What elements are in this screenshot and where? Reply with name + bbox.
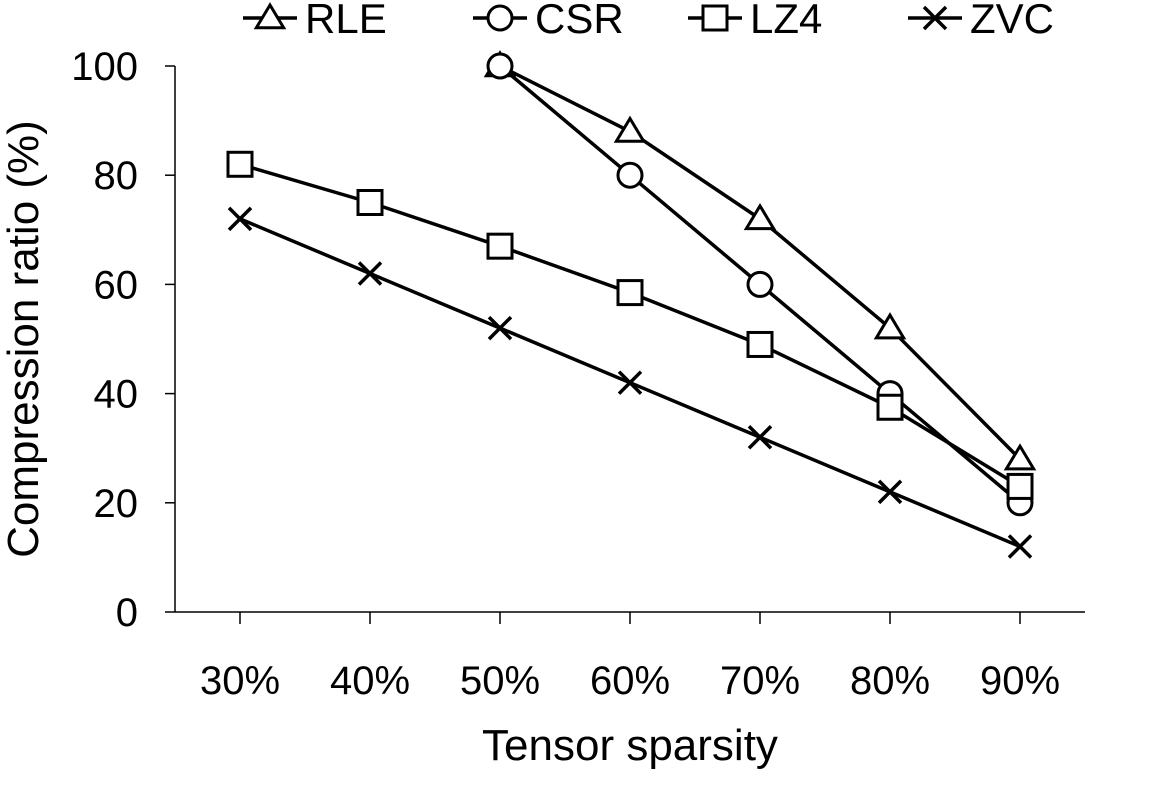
series-lz4 xyxy=(226,150,1034,500)
data-point-csr xyxy=(486,52,514,80)
data-point-zvc xyxy=(747,425,773,450)
data-point-lz4 xyxy=(616,279,644,307)
series-line-rle xyxy=(499,64,1022,461)
x-tick-label: 60% xyxy=(590,659,670,703)
x-axis-title: Tensor sparsity xyxy=(482,721,778,770)
x-tick-label: 90% xyxy=(980,659,1060,703)
data-point-zvc xyxy=(1007,534,1033,559)
data-point-rle xyxy=(873,312,907,340)
data-point-zvc xyxy=(617,370,643,395)
y-tick-label: 80 xyxy=(94,154,139,198)
data-point-zvc xyxy=(487,315,513,341)
legend: RLE CSR LZ4 ZVC xyxy=(243,0,1054,42)
data-point-zvc xyxy=(357,261,383,286)
x-tick-label: 70% xyxy=(720,659,800,703)
series-zvc xyxy=(227,206,1033,559)
legend-item-csr: CSR xyxy=(473,0,624,42)
data-point-rle xyxy=(613,115,647,143)
y-tick-label: 20 xyxy=(94,482,139,526)
data-point-lz4 xyxy=(356,189,384,216)
y-tick-label: 0 xyxy=(116,591,138,635)
legend-label: LZ4 xyxy=(750,0,822,42)
legend-marker-zvc xyxy=(922,5,948,31)
legend-label: ZVC xyxy=(970,0,1054,42)
legend-label: CSR xyxy=(535,0,624,42)
y-tick-label: 100 xyxy=(71,45,138,89)
series-csr xyxy=(486,52,1034,517)
legend-item-rle: RLE xyxy=(243,0,387,42)
legend-marker-rle xyxy=(253,2,287,30)
x-tick-label: 40% xyxy=(330,659,410,703)
data-point-lz4 xyxy=(486,232,514,260)
legend-marker-lz4 xyxy=(701,4,729,32)
y-tick-label: 40 xyxy=(94,373,139,417)
data-point-csr xyxy=(746,270,774,298)
data-point-csr xyxy=(616,161,644,189)
x-tick-label: 80% xyxy=(850,659,930,703)
x-ticks: 30% 40% 50% 60% 70% 80% 90% xyxy=(200,612,1060,703)
x-tick-label: 50% xyxy=(460,659,540,703)
legend-item-lz4: LZ4 xyxy=(688,0,822,42)
data-point-rle xyxy=(743,202,777,231)
legend-label: RLE xyxy=(305,0,387,42)
data-point-lz4 xyxy=(1006,472,1034,500)
series-rle xyxy=(483,50,1037,471)
data-point-lz4 xyxy=(226,150,254,178)
data-point-lz4 xyxy=(746,330,774,358)
data-point-zvc xyxy=(877,479,903,505)
plot-area xyxy=(226,50,1037,559)
legend-marker-csr xyxy=(486,4,514,32)
y-axis-title: Compression ratio (%) xyxy=(0,120,48,558)
y-tick-label: 60 xyxy=(94,263,139,307)
data-point-lz4 xyxy=(876,393,904,421)
data-point-zvc xyxy=(227,206,253,232)
axes xyxy=(174,66,1085,613)
data-point-rle xyxy=(1003,443,1037,471)
x-tick-label: 30% xyxy=(200,659,280,703)
legend-item-zvc: ZVC xyxy=(908,0,1054,42)
y-ticks: 0 20 40 60 80 100 xyxy=(71,45,175,635)
